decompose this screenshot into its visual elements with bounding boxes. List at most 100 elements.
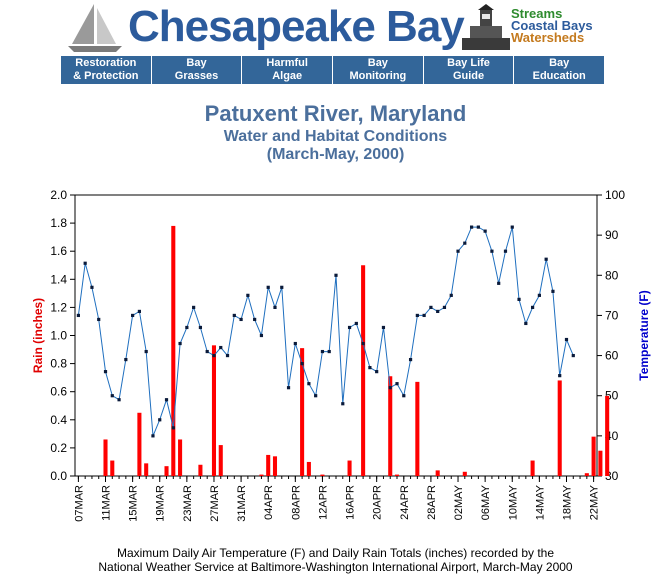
temperature-point — [558, 374, 562, 378]
temperature-point — [503, 249, 508, 253]
temperature-point — [395, 382, 399, 386]
temperature-point — [212, 353, 216, 358]
rain-bar — [591, 436, 596, 476]
nav-bay-life-guide[interactable]: Bay Life Guide — [424, 56, 515, 84]
temperature-point — [408, 357, 413, 362]
temperature-point — [192, 305, 196, 309]
temperature-point — [469, 225, 474, 229]
left-axis-tick-label: 1.2 — [50, 300, 67, 314]
temperature-point — [490, 249, 494, 253]
nav-bay-grasses[interactable]: Bay Grasses — [152, 56, 243, 84]
rain-bar — [598, 450, 603, 476]
x-axis-tick-label: 15MAR — [128, 485, 140, 522]
rain-bar — [435, 470, 440, 476]
right-axis-tick-label: 70 — [605, 308, 619, 322]
temperature-point — [415, 313, 419, 318]
left-axis-tick-label: 0.6 — [50, 385, 67, 399]
temperature-point — [137, 309, 142, 314]
nav-restoration-protection[interactable]: Restoration & Protection — [61, 56, 152, 84]
temperature-point — [144, 349, 148, 354]
temperature-point — [205, 349, 209, 354]
temperature-point — [124, 357, 128, 362]
rain-bar — [530, 460, 535, 476]
x-axis-tick-label: 24APR — [399, 485, 411, 520]
nav-bay-monitoring[interactable]: Bay Monitoring — [333, 56, 424, 84]
right-axis-tick-label: 80 — [605, 268, 619, 282]
temperature-point — [171, 426, 175, 430]
temperature-point — [239, 317, 243, 322]
rain-temperature-chart: 0.00.20.40.60.81.01.21.41.61.82.03040506… — [31, 188, 651, 522]
temperature-point — [185, 325, 189, 330]
temperature-point — [117, 398, 121, 402]
nav-bay-education[interactable]: Bay Education — [532, 57, 586, 82]
rain-bar — [605, 395, 610, 476]
temperature-point — [368, 366, 372, 370]
temperature-point — [300, 362, 304, 366]
right-axis-tick-label: 60 — [605, 349, 619, 363]
rain-bar — [415, 381, 420, 476]
left-axis-label: Rain (inches) — [31, 298, 45, 373]
rain-bar — [557, 380, 562, 476]
lighthouse-icon — [462, 4, 510, 50]
rain-bar — [272, 456, 278, 476]
rain-bar — [198, 464, 203, 476]
temperature-point — [375, 370, 379, 374]
left-axis-tick-label: 2.0 — [50, 188, 67, 202]
temperature-point — [449, 293, 453, 297]
sailboat-icon — [68, 4, 122, 52]
temperature-point — [341, 402, 345, 406]
x-axis-tick-label: 12APR — [317, 485, 329, 520]
left-axis-tick-label: 0.0 — [50, 469, 67, 483]
watersheds-link[interactable]: Watersheds — [511, 30, 585, 45]
right-axis-tick-label: 100 — [605, 188, 625, 202]
temperature-point — [164, 398, 169, 402]
temperature-point — [402, 394, 406, 398]
x-axis-tick-label: 04APR — [263, 485, 275, 520]
temperature-point — [361, 341, 365, 346]
rain-bar — [103, 439, 108, 476]
temperature-point — [225, 353, 230, 358]
right-axis-tick-label: 90 — [605, 228, 619, 242]
x-axis-tick-label: 23MAR — [182, 485, 194, 522]
x-axis-tick-label: 07MAR — [73, 485, 85, 522]
rain-bar — [266, 454, 271, 476]
rain-bar — [394, 474, 400, 476]
rain-bar — [171, 225, 176, 476]
temperature-point — [517, 297, 521, 301]
temperature-point — [388, 386, 392, 390]
page-date-range: (March-May, 2000) — [266, 146, 405, 163]
left-axis-tick-label: 1.8 — [50, 216, 67, 230]
x-axis-tick-label: 10MAY — [507, 484, 519, 520]
temperature-point — [497, 281, 501, 285]
streams-link[interactable]: Streams — [511, 6, 563, 21]
site-logo[interactable]: Chesapeake Bay — [128, 2, 465, 51]
right-axis-label: Temperature (F) — [637, 290, 651, 380]
temperature-point — [422, 313, 426, 318]
temperature-point — [90, 285, 94, 289]
rain-bar — [462, 471, 467, 476]
temperature-point — [476, 225, 480, 229]
temperature-point — [436, 309, 440, 314]
x-axis-tick-label: 20APR — [372, 485, 384, 520]
left-axis-tick-label: 1.4 — [50, 272, 67, 286]
temperature-point — [314, 394, 318, 398]
side-links: Streams Coastal Bays Watersheds — [511, 6, 593, 45]
temperature-point — [286, 386, 291, 390]
left-axis-tick-label: 0.2 — [50, 441, 67, 455]
main-nav: Restoration & Protection Bay Grasses Harmf… — [61, 56, 604, 84]
temperature-point — [530, 305, 535, 309]
chart-caption: Maximum Daily Air Temperature (F) and Da… — [0, 546, 671, 574]
rain-bar — [164, 466, 169, 476]
x-axis-tick-label: 27MAR — [209, 485, 221, 522]
temperature-point — [347, 325, 352, 330]
page-title: Patuxent River, Maryland — [204, 101, 467, 126]
rain-bar — [306, 461, 311, 476]
left-axis-tick-label: 0.4 — [50, 413, 67, 427]
temperature-point — [110, 394, 114, 398]
site-banner: Chesapeake Bay Streams Coastal Bays Wate… — [64, 2, 604, 54]
temperature-point — [327, 349, 331, 354]
rain-bar — [137, 412, 142, 476]
coastal-bays-link[interactable]: Coastal Bays — [511, 18, 593, 33]
nav-harmful-algae[interactable]: Harmful Algae — [242, 56, 334, 84]
x-axis-tick-label: 06MAY — [480, 484, 492, 520]
